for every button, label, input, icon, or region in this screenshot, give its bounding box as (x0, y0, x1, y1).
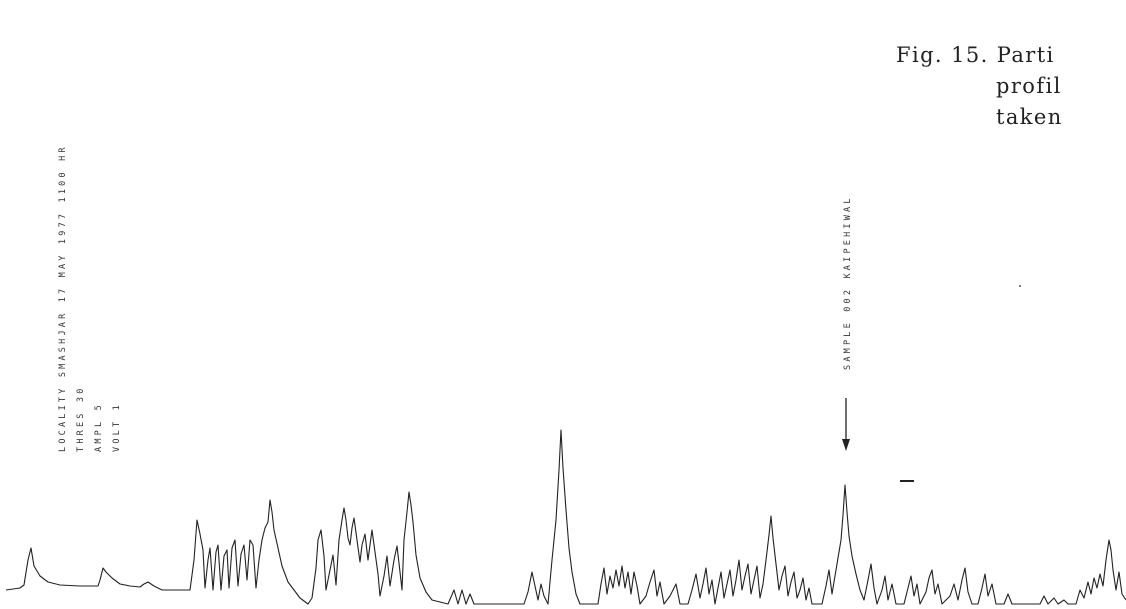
recorder-trace (5, 429, 1126, 605)
caption-line-3: taken (996, 105, 1063, 129)
sample-arrow-icon (842, 398, 850, 451)
caption-line-2: profil (996, 74, 1062, 98)
stray-dot (1019, 285, 1021, 287)
figure-caption: Fig. 15. Parti profil taken (896, 40, 1126, 133)
caption-line-1: Fig. 15. Parti (896, 43, 1055, 67)
